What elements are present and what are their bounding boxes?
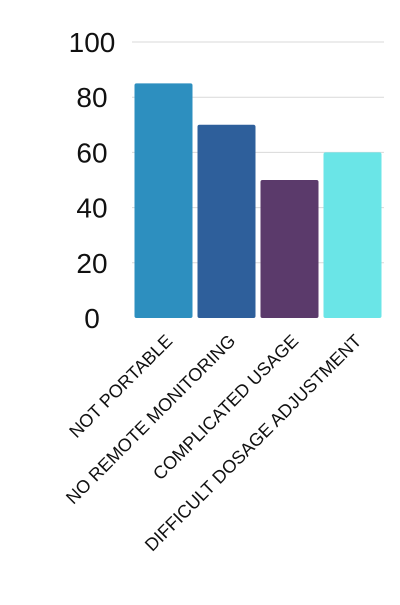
y-axis-tick-labels: 0 20 40 60 80 100	[69, 27, 116, 334]
bar-2	[197, 124, 256, 318]
y-tick-label: 40	[76, 193, 107, 224]
bar-4	[323, 152, 382, 318]
bar-1	[134, 83, 193, 319]
y-tick-label: 60	[76, 137, 107, 168]
y-tick-label: 100	[69, 27, 116, 58]
x-category-label: NOT PORTABLE	[65, 331, 176, 442]
y-tick-label: 80	[76, 82, 107, 113]
x-category-label: DIFFICULT DOSAGE ADJUSTMENT	[141, 331, 365, 555]
y-tick-label: 20	[76, 248, 107, 279]
bars	[134, 83, 382, 319]
y-tick-label: 0	[84, 303, 100, 334]
bar-3	[260, 180, 319, 318]
